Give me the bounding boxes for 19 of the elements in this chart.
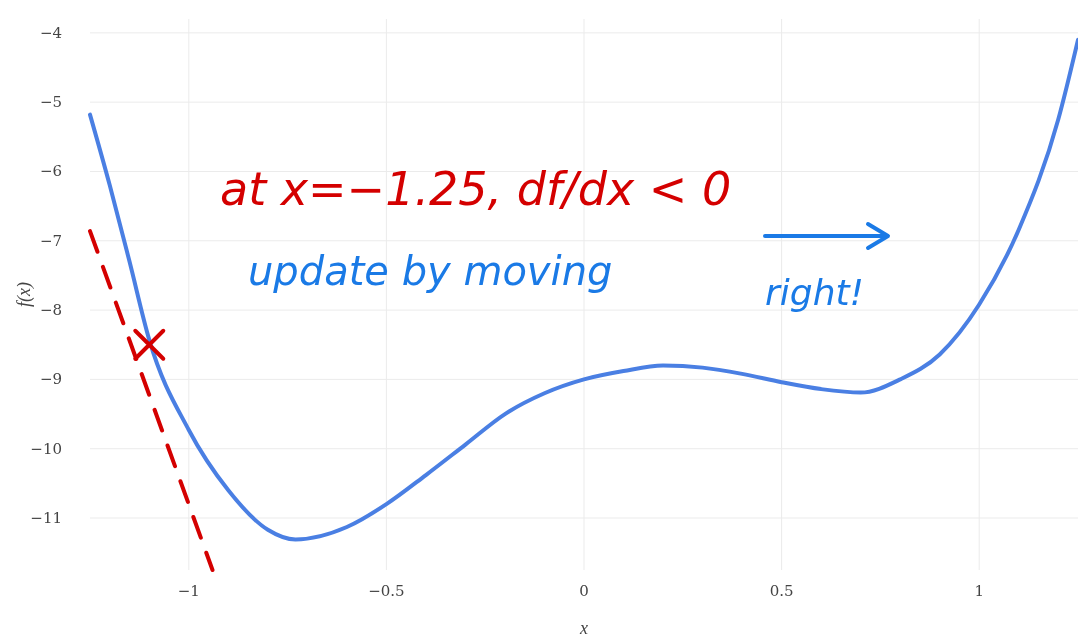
y-tick-label: −8 <box>39 301 62 320</box>
y-tick-label: −5 <box>39 93 62 112</box>
y-tick-label: −6 <box>39 162 62 181</box>
annotation: update by moving <box>248 248 613 294</box>
x-tick-label: 1 <box>974 582 984 600</box>
y-tick-label: −4 <box>39 23 62 42</box>
annotation: at x=−1.25, df/dx < 0 <box>220 162 732 216</box>
y-tick-label: −9 <box>39 370 62 389</box>
x-tick-label: 0 <box>579 582 589 600</box>
x-tick-label: 0.5 <box>769 582 794 600</box>
x-axis-title: x <box>579 618 588 638</box>
y-axis-title: f(x) <box>14 282 35 307</box>
annotation: right! <box>765 272 865 313</box>
x-tick-label: −1 <box>177 582 200 600</box>
line-series <box>88 37 1078 542</box>
y-tick-label: −10 <box>30 439 62 458</box>
y-tick-label: −11 <box>30 509 62 528</box>
x-tick-label: −0.5 <box>368 582 405 600</box>
y-tick-label: −7 <box>39 231 62 250</box>
